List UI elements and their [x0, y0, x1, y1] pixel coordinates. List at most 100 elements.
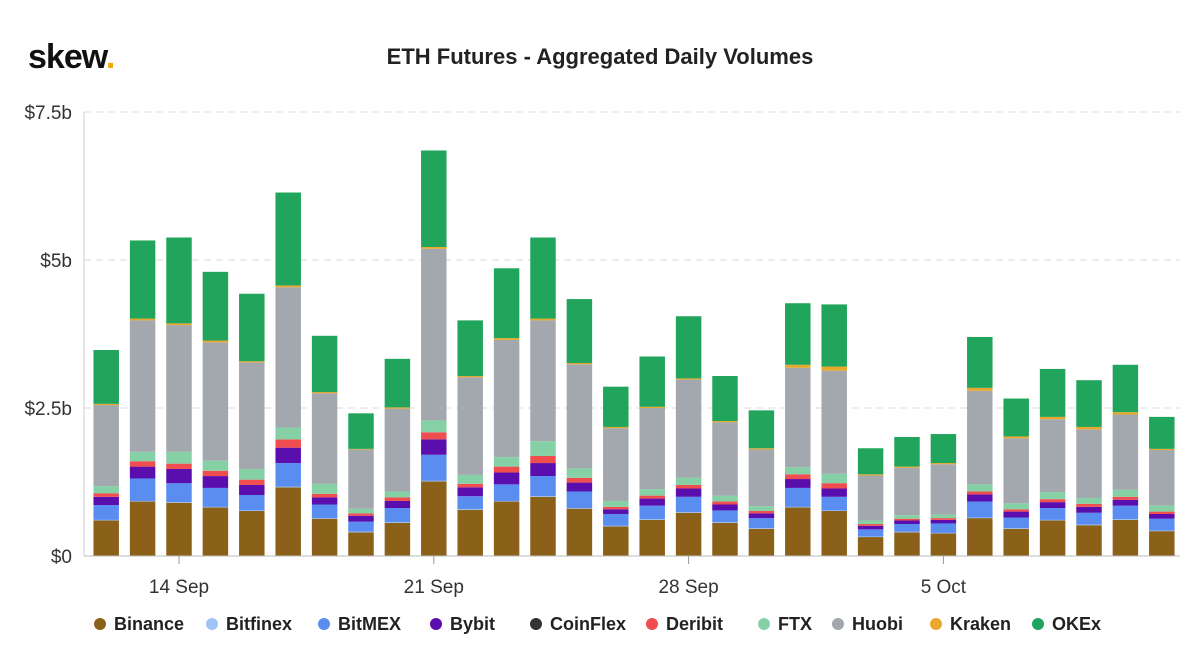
bar-segment-binance: [821, 511, 847, 556]
bar-segment-bitmex: [1039, 508, 1066, 520]
bar-segment-bitmex: [275, 463, 301, 487]
bar-segment-bitmex: [821, 496, 847, 511]
bar-segment-okex: [675, 316, 702, 379]
x-tick-label: 28 Sep: [658, 577, 718, 598]
bar-segment-huobi: [1076, 429, 1102, 498]
bar-segment-binance: [1149, 531, 1175, 556]
bar-segment-okex: [457, 320, 483, 377]
bar-segment-bybit: [748, 513, 775, 519]
bar-segment-deribit: [1112, 496, 1139, 500]
bar-segment-bybit: [1149, 513, 1175, 519]
bar-segment-binance: [1076, 525, 1102, 556]
bar-segment-bitfinex: [785, 506, 811, 508]
bar-segment-bitmex: [785, 487, 811, 507]
bar-segment-bitmex: [712, 510, 738, 523]
bar-segment-bitfinex: [421, 480, 447, 482]
axes: $0 $2.5b $5b $7.5b 14 Sep 21 Sep 28 Sep 5 Oct: [24, 103, 1180, 598]
bar-segment-ftx: [1039, 492, 1066, 500]
bar-segment-binance: [930, 533, 957, 556]
bar-segment-bybit: [566, 482, 593, 492]
bar-segment-binance: [566, 508, 593, 556]
bar-segment-bitmex: [421, 454, 447, 481]
bar-segment-kraken: [1149, 448, 1175, 451]
bar-segment-deribit: [785, 474, 811, 480]
bar-segment-bybit: [493, 472, 520, 485]
bar-segment-kraken: [202, 340, 229, 343]
legend-swatch-bitmex: [318, 618, 330, 630]
bar-segment-binance: [785, 507, 811, 556]
bar-segment-ftx: [1076, 497, 1102, 504]
bar-series: [93, 150, 1175, 556]
bar-segment-bitmex: [894, 524, 920, 532]
bar-segment-huobi: [311, 393, 338, 484]
bar-segment-bitmex: [493, 484, 520, 501]
bar-segment-bitfinex: [1149, 530, 1175, 532]
bar-segment-okex: [311, 335, 338, 393]
bar-segment-binance: [129, 501, 156, 556]
bar-segment-deribit: [457, 483, 483, 488]
bar-segment-bitfinex: [1039, 519, 1066, 521]
bar-segment-deribit: [1039, 499, 1066, 503]
bar-segment-huobi: [603, 428, 629, 501]
bar-segment-binance: [857, 537, 884, 556]
bar-segment-bitmex: [639, 505, 665, 520]
bar-segment-bybit: [1112, 499, 1139, 506]
bar-segment-bitfinex: [166, 502, 192, 503]
bar-segment-deribit: [384, 497, 411, 501]
bar-segment-deribit: [129, 461, 156, 467]
bar-segment-kraken: [1076, 426, 1102, 430]
bar-segment-huobi: [930, 464, 957, 515]
y-tick-label: $5b: [40, 251, 72, 272]
legend-label-deribit: Deribit: [666, 614, 723, 634]
bar-segment-ftx: [639, 489, 665, 496]
bar-segment-okex: [639, 356, 665, 407]
bar-segment-okex: [967, 336, 993, 388]
bar-segment-bitfinex: [348, 531, 374, 533]
bar-segment-bitmex: [530, 476, 556, 497]
bar-segment-binance: [202, 507, 229, 556]
bar-segment-ftx: [967, 484, 993, 492]
bar-segment-bitmex: [311, 504, 338, 519]
bar-segment-bitmex: [457, 496, 483, 510]
bar-segment-bitmex: [1003, 517, 1029, 529]
legend-label-bybit: Bybit: [450, 614, 495, 634]
legend-label-bitmex: BitMEX: [338, 614, 401, 634]
bar-segment-bitfinex: [239, 510, 265, 512]
bar-segment-deribit: [603, 506, 629, 510]
bar-segment-bybit: [930, 519, 957, 524]
bar-segment-bybit: [457, 487, 483, 497]
bar-segment-ftx: [348, 508, 374, 514]
bar-segment-bitfinex: [93, 519, 119, 521]
bar-segment-ftx: [93, 486, 119, 494]
bar-segment-deribit: [1003, 509, 1029, 512]
bar-segment-bitmex: [384, 508, 411, 523]
bar-segment-bybit: [1076, 506, 1102, 513]
legend-swatch-bitfinex: [206, 618, 218, 630]
legend-label-huobi: Huobi: [852, 614, 903, 634]
bar-segment-deribit: [712, 501, 738, 505]
bar-segment-bybit: [202, 476, 229, 488]
bar-segment-kraken: [384, 407, 411, 409]
bar-segment-bitfinex: [894, 531, 920, 533]
bar-segment-huobi: [530, 320, 556, 442]
bar-segment-kraken: [785, 364, 811, 368]
bar-segment-ftx: [1003, 503, 1029, 510]
bar-segment-okex: [566, 299, 593, 364]
bar-segment-huobi: [129, 320, 156, 452]
bar-segment-okex: [421, 150, 447, 247]
bar-segment-okex: [1149, 416, 1175, 449]
y-tick-label: $7.5b: [24, 103, 72, 124]
bar-segment-huobi: [493, 339, 520, 458]
bar-segment-huobi: [275, 287, 301, 428]
bar-segment-binance: [967, 518, 993, 556]
bar-segment-bitfinex: [202, 506, 229, 508]
y-tick-label: $2.5b: [24, 399, 72, 420]
bar-segment-okex: [1039, 368, 1066, 417]
bar-segment-deribit: [93, 493, 119, 497]
bar-segment-okex: [129, 240, 156, 319]
bar-segment-bybit: [675, 488, 702, 497]
bar-segment-huobi: [967, 390, 993, 485]
bar-segment-okex: [785, 303, 811, 365]
bar-segment-bitfinex: [275, 486, 301, 488]
